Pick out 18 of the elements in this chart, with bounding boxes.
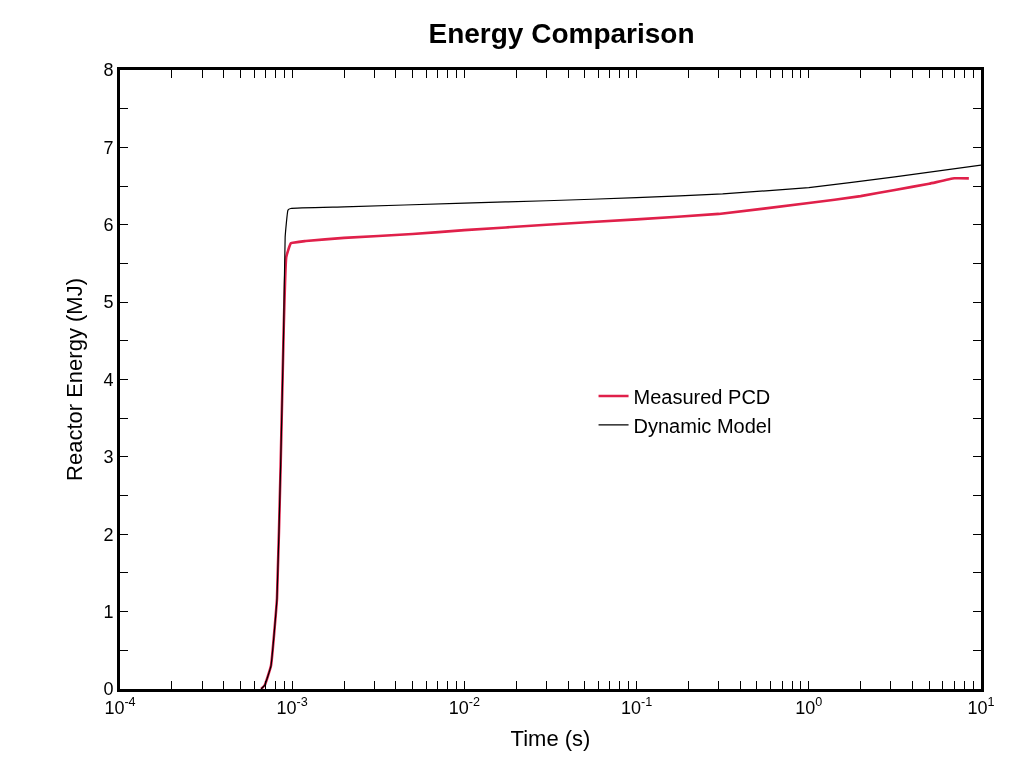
y-tick-label: 8 [103,60,114,81]
y-tick-label: 2 [103,524,114,545]
y-tick-label: 6 [103,215,114,236]
chart-title: Energy Comparison [428,17,695,49]
legend-label: Measured PCD [633,385,771,408]
y-tick-label: 7 [103,137,114,158]
x-tick-label: 10$^{-3}$ [276,695,308,718]
y-tick-label: 1 [103,601,114,622]
x-tick-label: 10$^{0}$ [795,695,823,718]
y-tick-label: 4 [103,369,114,390]
y-tick-label: 3 [103,447,114,468]
x-tick-label: 10$^{1}$ [967,695,995,718]
x-tick-label: 10$^{-2}$ [448,695,481,718]
legend-label: Dynamic Model [633,414,772,437]
x-axis-title: Time (s) [510,726,591,752]
x-tick-label: 10$^{-1}$ [620,695,653,718]
y-tick-label: 5 [103,292,114,313]
y-axis-title: Reactor Energy (MJ) [62,278,88,481]
